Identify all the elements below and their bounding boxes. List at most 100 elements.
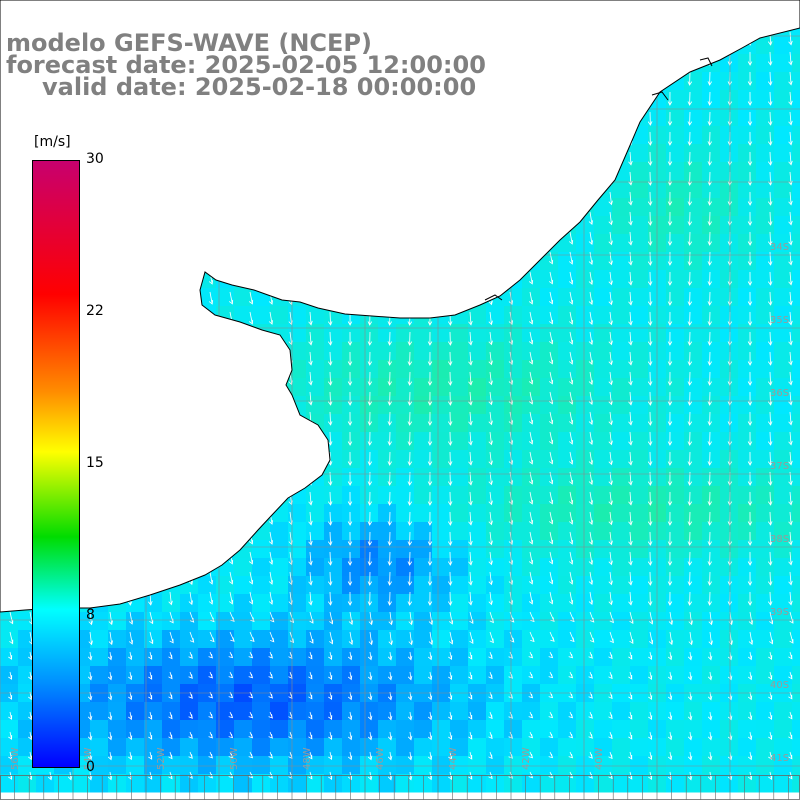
wind-arrow <box>327 371 333 386</box>
wind-cell <box>702 396 721 415</box>
wind-cell <box>792 504 800 523</box>
wind-arrow <box>588 211 593 225</box>
wind-cell <box>522 576 541 595</box>
wind-cell <box>252 702 271 721</box>
wind-cell <box>576 414 595 433</box>
wind-arrow <box>667 111 673 126</box>
wind-cell <box>594 252 613 271</box>
wind-arrow <box>608 711 613 720</box>
wind-cell <box>702 324 721 343</box>
wind-cell <box>306 342 325 361</box>
wind-cell <box>774 576 793 595</box>
wind-arrow <box>448 731 453 741</box>
wind-cell <box>450 540 469 559</box>
wind-cell <box>486 378 505 397</box>
wind-arrow <box>647 211 653 226</box>
wind-cell <box>558 306 577 325</box>
wind-arrow <box>747 251 753 266</box>
wind-cell <box>774 342 793 361</box>
wind-cell <box>756 270 775 289</box>
wind-cell <box>288 774 307 793</box>
wind-cell <box>756 162 775 181</box>
wind-cell <box>360 522 379 541</box>
wind-arrow <box>647 191 653 206</box>
wind-cell <box>306 522 325 541</box>
wind-arrow <box>367 511 373 526</box>
wind-cell <box>792 612 800 631</box>
wind-arrow <box>647 571 653 586</box>
wind-cell <box>666 774 685 793</box>
wind-arrow <box>687 91 693 106</box>
wind-cell <box>774 774 793 793</box>
wind-arrow <box>488 451 493 466</box>
wind-cell <box>576 234 595 253</box>
wind-cell <box>720 324 739 343</box>
wind-arrow <box>767 531 773 546</box>
wind-cell <box>612 612 631 631</box>
wind-cell <box>558 522 577 541</box>
wind-cell <box>612 522 631 541</box>
wind-cell <box>558 774 577 793</box>
wind-cell <box>504 522 523 541</box>
wind-cell <box>378 522 397 541</box>
wind-cell <box>702 720 721 739</box>
wind-cell <box>720 270 739 289</box>
wind-cell <box>576 630 595 649</box>
wind-arrow <box>427 451 433 466</box>
wind-cell <box>666 378 685 397</box>
wind-cell <box>774 270 793 289</box>
wind-cell <box>702 576 721 595</box>
wind-cell <box>774 126 793 145</box>
wind-cell <box>468 612 487 631</box>
wind-cell <box>198 720 217 739</box>
wind-arrow <box>407 331 413 346</box>
wind-cell <box>666 306 685 325</box>
wind-arrow <box>767 511 773 526</box>
wind-cell <box>792 774 800 793</box>
wind-cell <box>738 270 757 289</box>
wind-arrow <box>548 331 554 345</box>
wind-arrow <box>447 591 453 606</box>
wind-cell <box>558 342 577 361</box>
wind-arrow <box>168 651 173 660</box>
wind-arrow <box>767 251 773 266</box>
wind-arrow <box>788 371 793 386</box>
wind-cell <box>630 720 649 739</box>
wind-cell <box>774 108 793 127</box>
wind-arrow <box>568 391 574 405</box>
wind-arrow <box>268 531 273 545</box>
wind-cell <box>126 738 145 757</box>
wind-cell <box>468 576 487 595</box>
wind-arrow <box>488 511 493 526</box>
wind-arrow <box>387 531 393 546</box>
wind-arrow <box>367 411 373 426</box>
wind-arrow <box>488 731 493 740</box>
wind-cell <box>720 108 739 127</box>
wind-cell <box>450 756 469 775</box>
wind-arrow <box>407 571 413 586</box>
wind-cell <box>792 72 800 91</box>
wind-cell <box>666 720 685 739</box>
wind-cell <box>288 378 307 397</box>
wind-cell <box>702 126 721 145</box>
wind-arrow <box>347 451 353 466</box>
wind-cell <box>720 576 739 595</box>
wind-cell <box>576 702 595 721</box>
wind-arrow <box>608 391 613 406</box>
wind-arrow <box>668 611 673 626</box>
wind-cell <box>612 324 631 343</box>
wind-cell <box>738 288 757 307</box>
wind-arrow <box>528 511 534 525</box>
wind-arrow <box>248 711 254 719</box>
wind-arrow <box>767 131 773 146</box>
wind-cell <box>702 180 721 199</box>
wind-cell <box>720 630 739 649</box>
wind-arrow <box>747 451 753 466</box>
wind-cell <box>774 432 793 451</box>
wind-arrow <box>747 491 753 506</box>
wind-arrow <box>687 311 693 326</box>
wind-arrow <box>707 291 713 306</box>
wind-arrow <box>427 571 433 586</box>
wind-arrow <box>208 751 213 759</box>
wind-arrow <box>568 711 574 719</box>
